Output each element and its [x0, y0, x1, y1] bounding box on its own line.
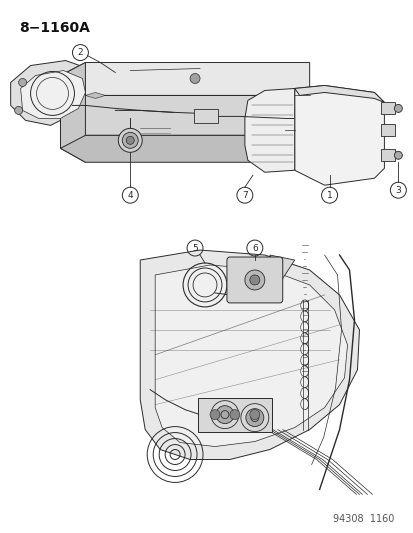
Text: 94308  1160: 94308 1160	[332, 514, 394, 524]
Circle shape	[244, 270, 264, 290]
Circle shape	[250, 414, 258, 422]
Polygon shape	[294, 85, 384, 102]
Circle shape	[216, 406, 233, 424]
Polygon shape	[60, 95, 309, 148]
FancyBboxPatch shape	[226, 257, 282, 303]
Circle shape	[19, 78, 26, 86]
Circle shape	[249, 275, 259, 285]
Circle shape	[394, 151, 401, 159]
Text: 7: 7	[242, 191, 247, 200]
Polygon shape	[21, 70, 85, 118]
Text: 8−1160A: 8−1160A	[19, 21, 89, 35]
Polygon shape	[140, 250, 358, 459]
Text: 1: 1	[326, 191, 332, 200]
Polygon shape	[269, 255, 294, 280]
Text: 6: 6	[252, 244, 257, 253]
Polygon shape	[60, 135, 309, 162]
Circle shape	[245, 409, 263, 426]
Polygon shape	[85, 92, 105, 99]
Circle shape	[229, 410, 239, 419]
FancyBboxPatch shape	[197, 398, 271, 432]
Text: 5: 5	[192, 244, 197, 253]
Polygon shape	[244, 88, 294, 172]
Circle shape	[249, 410, 259, 419]
Circle shape	[394, 104, 401, 112]
FancyBboxPatch shape	[380, 102, 394, 115]
Circle shape	[14, 107, 23, 115]
Circle shape	[122, 132, 138, 148]
Polygon shape	[11, 61, 95, 125]
Polygon shape	[60, 62, 85, 162]
FancyBboxPatch shape	[380, 149, 394, 161]
Circle shape	[209, 410, 219, 419]
Circle shape	[190, 74, 199, 84]
Polygon shape	[294, 85, 384, 185]
Circle shape	[126, 136, 134, 144]
Text: 2: 2	[77, 48, 83, 57]
Polygon shape	[60, 62, 309, 108]
Polygon shape	[155, 265, 347, 447]
Text: 3: 3	[394, 185, 400, 195]
Circle shape	[221, 410, 228, 418]
Text: 4: 4	[127, 191, 133, 200]
FancyBboxPatch shape	[380, 124, 394, 136]
FancyBboxPatch shape	[194, 109, 217, 123]
Circle shape	[118, 128, 142, 152]
